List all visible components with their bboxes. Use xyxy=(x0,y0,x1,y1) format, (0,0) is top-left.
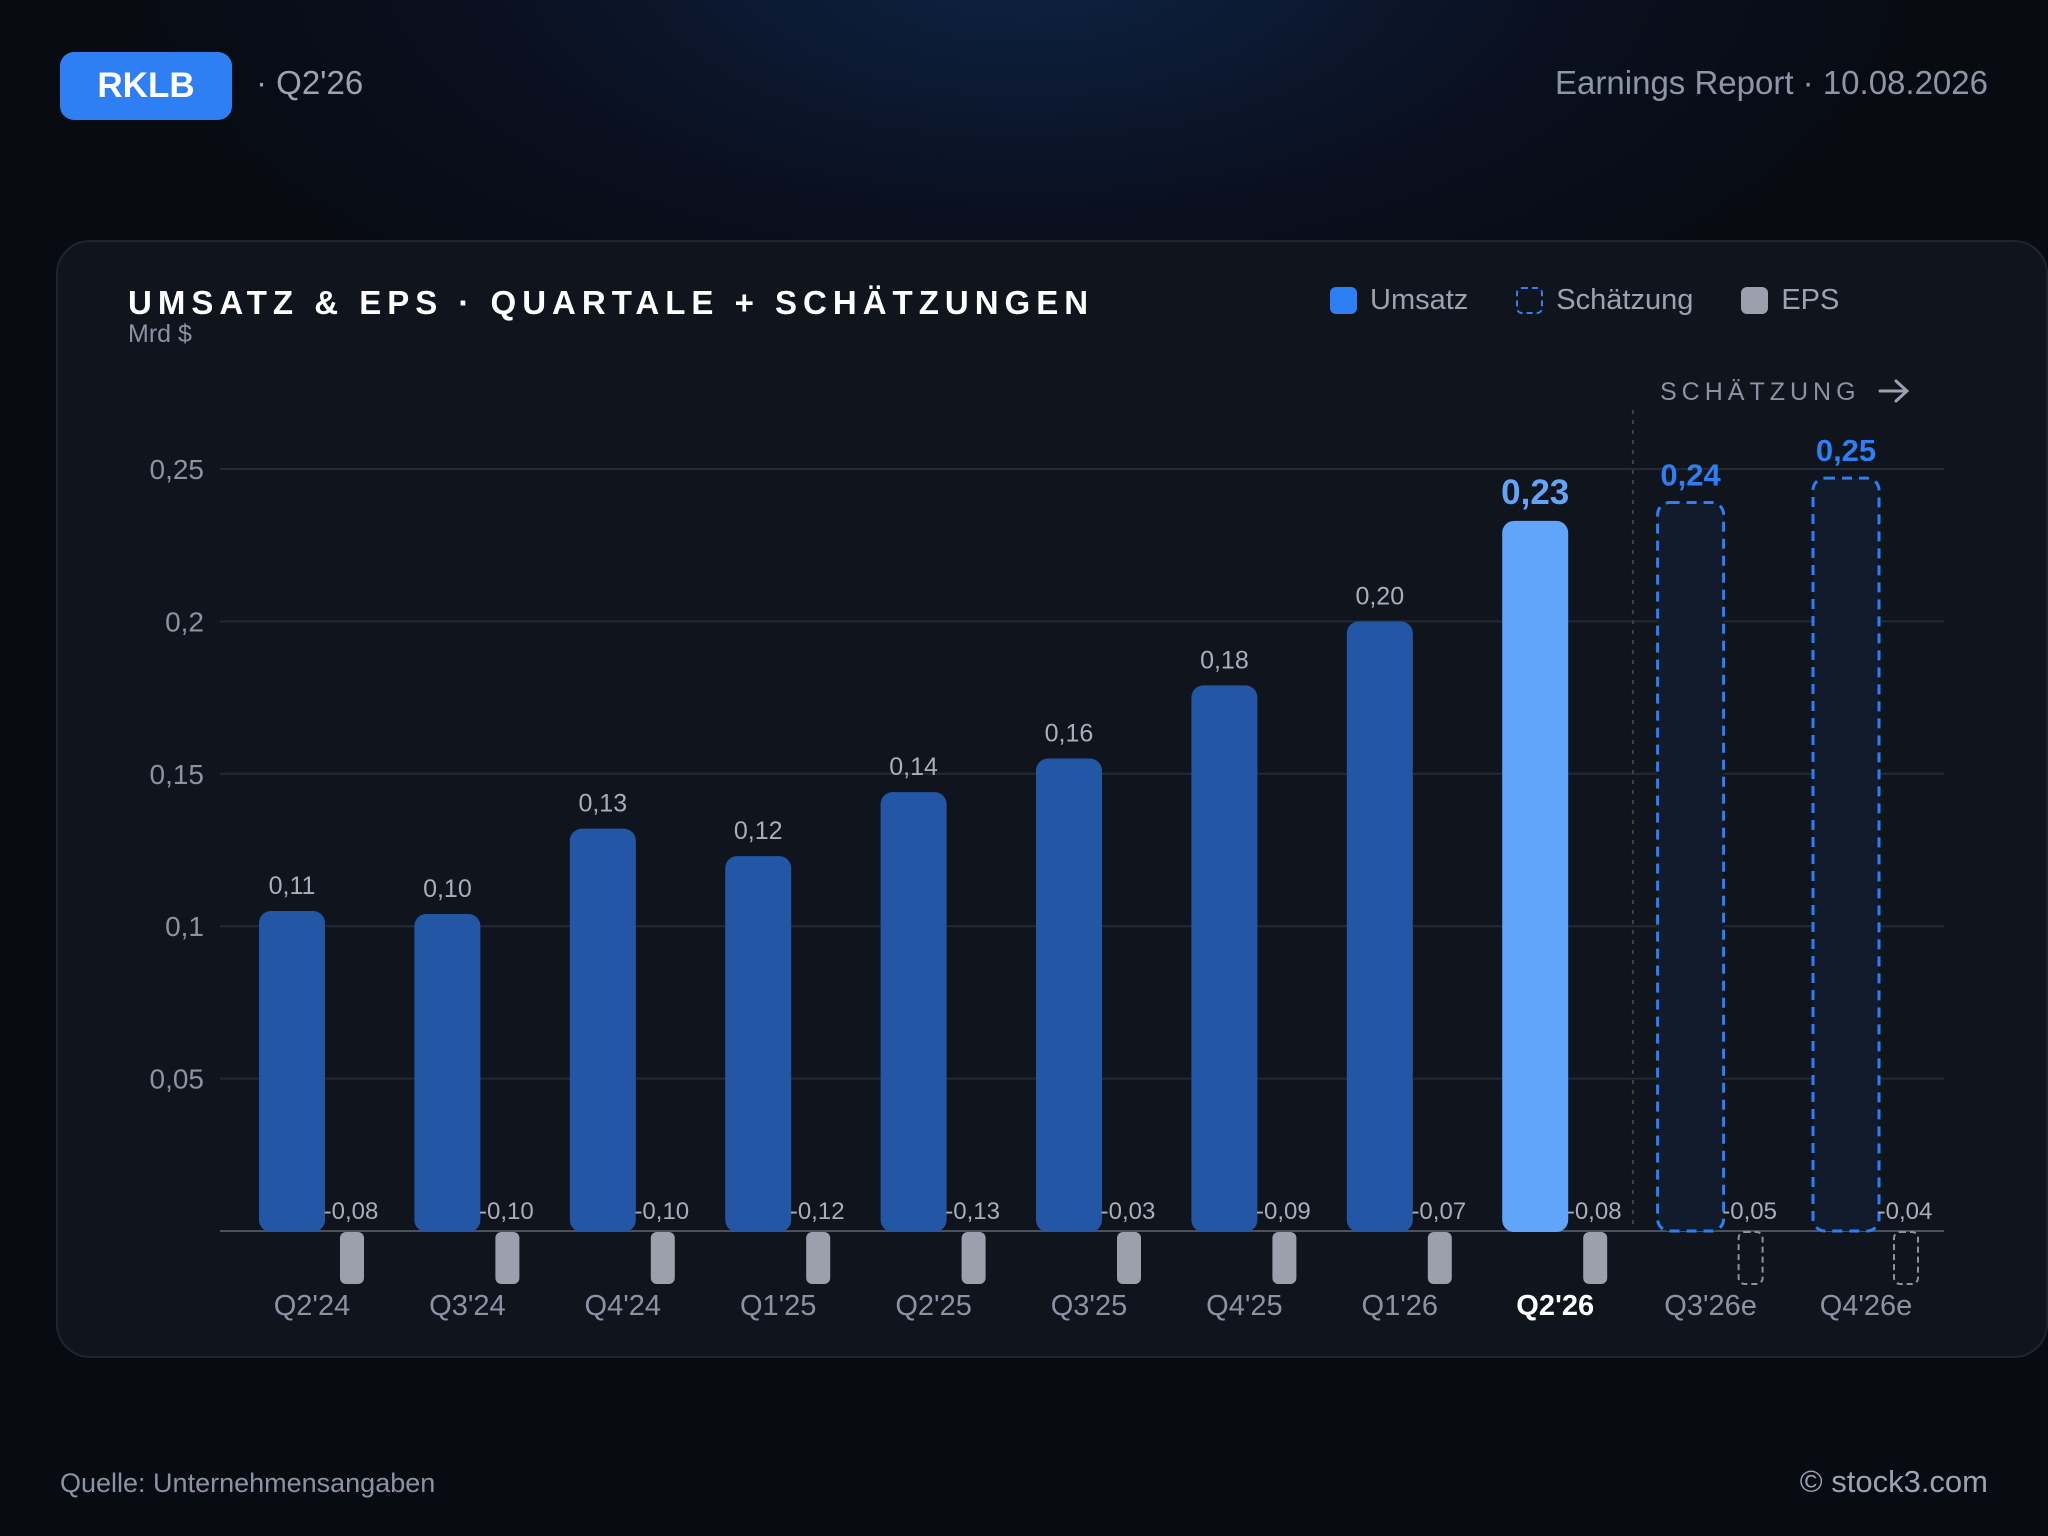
x-tick-label: Q2'24 xyxy=(274,1290,350,1322)
ticker-badge: RKLB xyxy=(60,52,232,120)
revenue-value-label: 0,25 xyxy=(1816,433,1876,468)
estimate-marker-label: SCHÄTZUNG xyxy=(1660,378,1861,406)
revenue-value-label: 0,14 xyxy=(889,753,938,781)
legend-revenue: Umsatz xyxy=(1330,284,1468,317)
x-tick-label: Q4'25 xyxy=(1206,1290,1282,1322)
eps-marker xyxy=(1272,1232,1297,1284)
revenue-value-label: 0,12 xyxy=(734,817,783,845)
x-tick-label: Q1'25 xyxy=(740,1290,816,1322)
eps-marker xyxy=(1583,1232,1608,1284)
arrow-right-icon xyxy=(1878,379,1910,403)
revenue-value-label: 0,11 xyxy=(269,872,316,900)
eps-estimate-marker xyxy=(1893,1231,1919,1285)
x-tick-label: Q4'26e xyxy=(1820,1290,1913,1322)
revenue-bar xyxy=(259,910,325,1232)
legend-revenue-swatch xyxy=(1330,287,1357,314)
eps-value-label: -0,07 xyxy=(1411,1198,1466,1225)
eps-value-label: -0,10 xyxy=(479,1198,534,1225)
chart-title: UMSATZ & EPS · QUARTALE + SCHÄTZUNGEN xyxy=(128,284,1095,321)
revenue-value-label: 0,18 xyxy=(1200,646,1249,674)
eps-value-label: -0,13 xyxy=(945,1198,1000,1225)
revenue-bar xyxy=(725,856,792,1232)
x-tick-label: Q3'24 xyxy=(429,1290,505,1322)
legend-eps: EPS xyxy=(1741,284,1839,317)
eps-value-label: -0,04 xyxy=(1878,1198,1933,1225)
x-tick-label: Q3'25 xyxy=(1051,1290,1127,1322)
x-tick-label: Q4'24 xyxy=(585,1290,661,1322)
eps-marker xyxy=(806,1232,831,1284)
eps-marker xyxy=(1117,1232,1141,1284)
y-tick-label: 0,1 xyxy=(165,911,204,942)
revenue-bar xyxy=(1191,685,1258,1232)
revenue-bar xyxy=(569,828,636,1232)
x-tick-label: Q2'25 xyxy=(895,1290,971,1322)
revenue-bar xyxy=(414,914,481,1232)
revenue-value-label: 0,13 xyxy=(578,790,627,818)
eps-estimate-marker xyxy=(1737,1231,1764,1285)
eps-marker xyxy=(1427,1232,1452,1284)
eps-value-label: -0,10 xyxy=(634,1198,689,1225)
y-tick-label: 0,15 xyxy=(150,759,205,790)
x-tick-label: Q2'26 xyxy=(1516,1290,1594,1322)
eps-marker xyxy=(961,1232,986,1284)
y-tick-label: 0,25 xyxy=(150,454,205,485)
legend: Umsatz Schätzung EPS xyxy=(1330,284,1839,317)
y-tick-label: 0,05 xyxy=(150,1064,205,1095)
legend-eps-label: EPS xyxy=(1781,284,1840,316)
revenue-value-label: 0,10 xyxy=(423,875,472,903)
eps-value-label: -0,08 xyxy=(1567,1198,1622,1225)
revenue-bar xyxy=(1502,520,1569,1232)
unit-label: Mrd $ xyxy=(128,320,192,348)
legend-estimate-swatch xyxy=(1516,287,1544,314)
legend-revenue-label: Umsatz xyxy=(1370,284,1469,316)
header-quarter: · Q2'26 xyxy=(256,64,364,101)
x-tick-label: Q3'26e xyxy=(1664,1290,1757,1322)
revenue-value-label: 0,16 xyxy=(1045,720,1094,748)
legend-estimate-label: Schätzung xyxy=(1556,284,1694,316)
eps-value-label: -0,03 xyxy=(1101,1198,1156,1225)
revenue-bar xyxy=(1346,621,1413,1232)
revenue-value-label: 0,23 xyxy=(1501,473,1569,512)
eps-value-label: -0,08 xyxy=(324,1198,379,1225)
eps-value-label: -0,09 xyxy=(1256,1198,1311,1225)
revenue-value-label: 0,24 xyxy=(1660,458,1721,493)
x-tick-label: Q1'26 xyxy=(1362,1290,1438,1322)
revenue-estimate-bar xyxy=(1656,501,1726,1233)
revenue-value-label: 0,20 xyxy=(1355,582,1404,610)
revenue-bar xyxy=(1036,758,1102,1232)
y-tick-label: 0,2 xyxy=(165,606,204,637)
source-note: Quelle: Unternehmensangaben xyxy=(60,1468,436,1498)
eps-value-label: -0,12 xyxy=(790,1198,845,1225)
eps-marker xyxy=(495,1232,520,1284)
legend-eps-swatch xyxy=(1741,287,1769,314)
eps-marker xyxy=(340,1232,364,1284)
revenue-bar xyxy=(880,792,947,1232)
legend-estimate: Schätzung xyxy=(1516,284,1693,317)
eps-value-label: -0,05 xyxy=(1722,1198,1777,1225)
eps-marker xyxy=(650,1232,675,1284)
revenue-estimate-bar xyxy=(1811,476,1881,1233)
report-date: Earnings Report · 10.08.2026 xyxy=(1555,64,1988,101)
brand-note: © stock3.com xyxy=(1799,1464,1988,1499)
